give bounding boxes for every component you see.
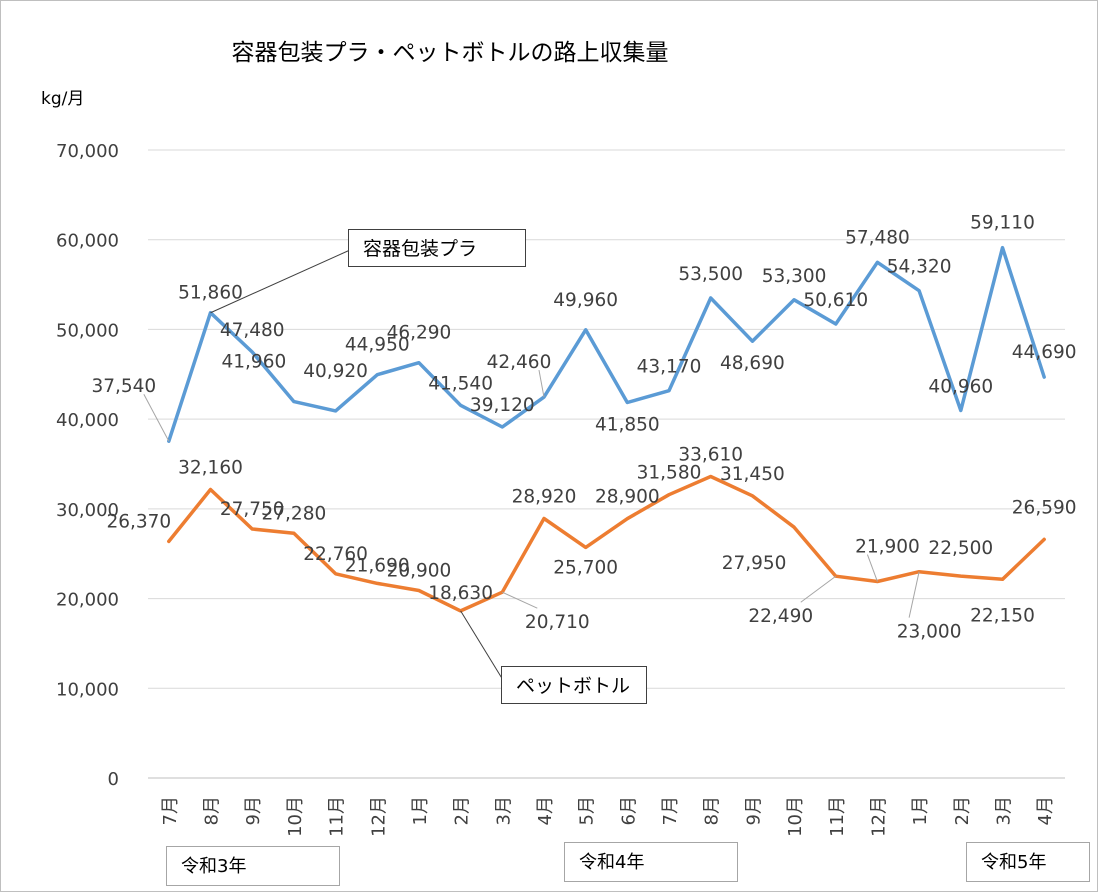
data-label-pet: 25,700 [553, 557, 618, 578]
data-label-pet: 23,000 [897, 622, 962, 643]
data-label-pet: 31,580 [637, 463, 702, 484]
x-tick-label: 8月 [202, 796, 223, 825]
x-tick-label: 9月 [243, 796, 264, 825]
data-label-plastic: 43,170 [637, 357, 702, 378]
unit-label: kg/月 [41, 89, 85, 109]
data-label-plastic: 40,960 [928, 377, 993, 398]
legend-callout-pet-pointer [460, 610, 504, 681]
data-label-pet: 28,900 [595, 487, 660, 508]
y-tick-label: 60,000 [56, 231, 119, 252]
legend-callout-plastic-pointer [210, 249, 351, 314]
era-box-reiwa5: 令和5年 [966, 842, 1090, 882]
legend-callout-pet: ペットボトル [501, 666, 647, 704]
x-tick-label: 3月 [493, 796, 514, 825]
data-label-plastic: 51,860 [178, 283, 243, 304]
legend-callout-plastic-text: 容器包装プラ [363, 238, 478, 260]
x-tick-label: 5月 [577, 796, 598, 825]
data-label-pet: 27,280 [262, 503, 327, 524]
legend-callout-pet-text: ペットボトル [516, 675, 631, 697]
data-label-plastic: 53,300 [762, 266, 827, 287]
data-label-pet: 27,750 [220, 499, 285, 520]
x-tick-label: 10月 [785, 796, 806, 837]
data-label-pet: 22,490 [748, 606, 813, 627]
era-label-reiwa5: 令和5年 [981, 852, 1047, 873]
y-tick-label: 30,000 [56, 500, 119, 521]
data-label-plastic: 53,500 [678, 264, 743, 285]
data-label-pet: 21,690 [345, 555, 410, 576]
data-label-plastic: 59,110 [970, 213, 1035, 234]
data-label-leader [538, 369, 545, 398]
data-label-pet: 27,950 [722, 553, 787, 574]
x-tick-label: 2月 [452, 796, 473, 825]
data-label-leader [908, 571, 920, 618]
data-label-plastic: 44,950 [345, 335, 410, 356]
data-label-pet: 18,630 [428, 583, 493, 604]
data-label-plastic: 41,540 [428, 373, 493, 394]
x-tick-label: 1月 [910, 796, 931, 825]
data-label-plastic: 57,480 [845, 227, 910, 248]
data-label-plastic: 47,480 [220, 320, 285, 341]
y-tick-label: 0 [108, 769, 119, 790]
data-label-plastic: 49,960 [553, 290, 618, 311]
data-label-plastic: 41,850 [595, 415, 660, 436]
data-label-leader [502, 591, 538, 609]
data-label-plastic: 37,540 [91, 376, 156, 397]
y-tick-label: 10,000 [56, 679, 119, 700]
x-tick-label: 6月 [618, 796, 639, 825]
x-tick-label: 7月 [160, 796, 181, 825]
era-label-reiwa3: 令和3年 [181, 856, 247, 877]
x-tick-label: 11月 [327, 796, 348, 837]
data-label-pet: 22,500 [928, 538, 993, 559]
data-label-pet: 20,710 [525, 612, 590, 633]
data-label-plastic: 39,120 [470, 395, 535, 416]
legend-callout-plastic: 容器包装プラ [348, 229, 526, 267]
data-label-pet: 32,160 [178, 457, 243, 478]
data-label-leader [800, 575, 837, 603]
data-label-pet: 33,610 [678, 444, 743, 465]
data-label-pet: 28,920 [512, 487, 577, 508]
x-tick-label: 4月 [535, 796, 556, 825]
x-tick-label: 3月 [993, 796, 1014, 825]
y-tick-label: 50,000 [56, 320, 119, 341]
y-tick-label: 20,000 [56, 590, 119, 611]
x-tick-label: 9月 [743, 796, 764, 825]
data-label-plastic: 54,320 [887, 257, 952, 278]
x-tick-label: 1月 [410, 796, 431, 825]
series-line-plastic [167, 245, 1046, 443]
data-label-pet: 22,150 [970, 605, 1035, 626]
data-label-plastic: 48,690 [720, 353, 785, 374]
data-label-pet: 21,900 [855, 537, 920, 558]
y-tick-label: 70,000 [56, 141, 119, 162]
data-label-plastic: 50,610 [803, 290, 868, 311]
x-tick-label: 10月 [285, 796, 306, 837]
x-tick-label: 11月 [827, 796, 848, 837]
data-label-plastic: 42,460 [487, 352, 552, 373]
x-tick-label: 12月 [868, 796, 889, 837]
x-tick-label: 2月 [952, 796, 973, 825]
chart-title: 容器包装プラ・ペットボトルの路上収集量 [231, 40, 669, 66]
data-label-pet: 26,370 [106, 511, 171, 532]
data-label-pet: 22,760 [303, 544, 368, 565]
x-tick-label: 7月 [660, 796, 681, 825]
data-label-plastic: 44,690 [1012, 342, 1077, 363]
x-tick-label: 8月 [702, 796, 723, 825]
era-label-reiwa4: 令和4年 [579, 852, 645, 873]
era-box-reiwa4: 令和4年 [564, 842, 738, 882]
x-tick-label: 4月 [1035, 796, 1056, 825]
x-tick-label: 12月 [368, 796, 389, 837]
data-label-pet: 31,450 [720, 464, 785, 485]
data-label-plastic: 40,920 [303, 361, 368, 382]
series-line-pet [167, 474, 1046, 613]
data-label-pet: 26,590 [1012, 497, 1077, 518]
data-label-plastic: 46,290 [387, 323, 452, 344]
y-tick-label: 40,000 [56, 410, 119, 431]
data-label-leader [143, 393, 170, 442]
data-label-plastic: 41,960 [222, 352, 287, 373]
era-box-reiwa3: 令和3年 [166, 846, 340, 886]
data-label-pet: 20,900 [387, 560, 452, 581]
data-label-leader [866, 554, 878, 582]
